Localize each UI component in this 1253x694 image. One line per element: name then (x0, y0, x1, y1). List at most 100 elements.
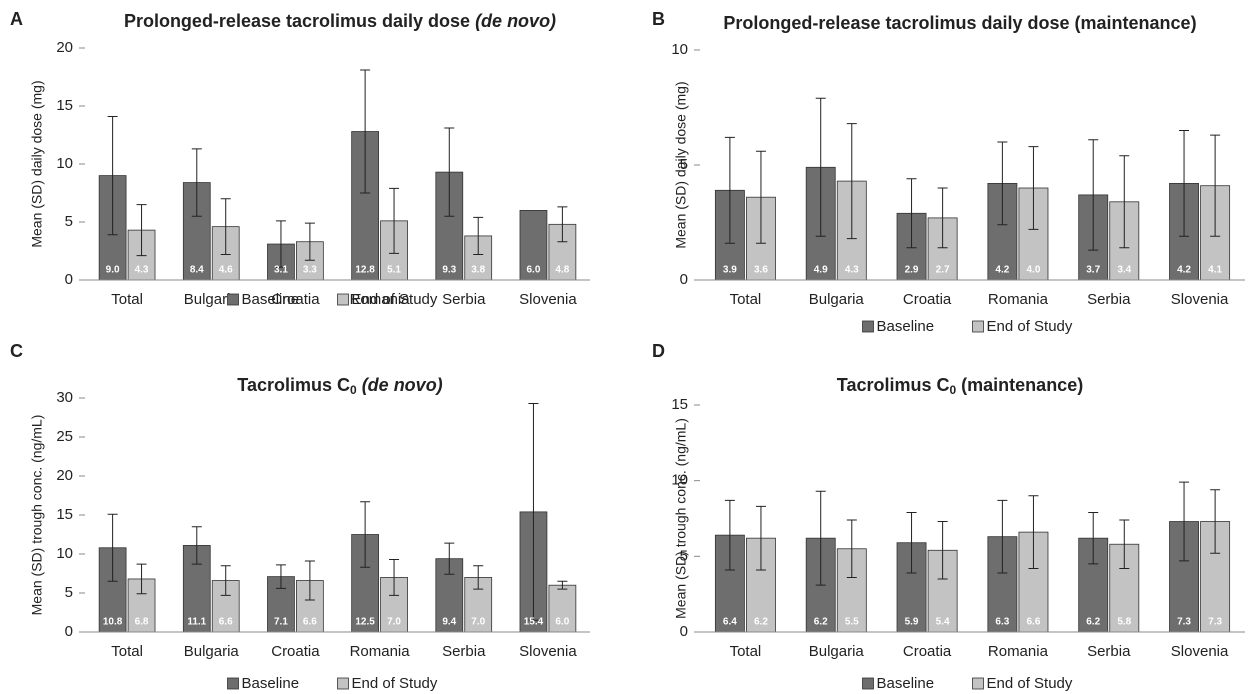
error-bar (815, 490, 826, 586)
error-bar (557, 206, 568, 243)
y-tick-label: 0 (680, 623, 688, 640)
x-tick-label: Croatia (903, 291, 952, 308)
error-bar (846, 123, 857, 240)
y-tick-label: 10 (56, 545, 73, 562)
legend-label: End of Study (987, 318, 1073, 335)
value-label: 6.4 (723, 617, 737, 628)
error-bar (755, 505, 766, 571)
error-bar (557, 580, 568, 590)
legend-swatch (337, 293, 349, 306)
panel: C Tacrolimus C0 (de novo) Mean (SD) trough… (10, 341, 590, 692)
error-bar (997, 141, 1008, 226)
panel: A Prolonged-release tacrolimus daily dose… (10, 9, 590, 308)
value-label: 8.4 (190, 265, 204, 276)
value-label: 4.9 (814, 265, 828, 276)
error-bar (1210, 134, 1221, 237)
legend-label: End of Study (352, 675, 438, 692)
error-bar (755, 150, 766, 244)
value-label: 4.8 (555, 265, 569, 276)
x-tick-label: Bulgaria (184, 643, 240, 660)
x-tick-label: Serbia (442, 291, 486, 308)
error-bar (473, 216, 484, 255)
y-axis-label: Mean (SD) trough conc. (ng/mL) (673, 418, 689, 619)
title-part: 0 (350, 383, 357, 397)
error-bar (389, 187, 400, 254)
x-tick-label: Serbia (1087, 643, 1131, 660)
y-tick-label: 5 (65, 584, 73, 601)
chart-title: Prolonged-release tacrolimus daily dose … (723, 13, 1196, 33)
value-label: 11.1 (187, 617, 206, 628)
error-bar (444, 127, 455, 217)
value-label: 6.0 (526, 265, 540, 276)
error-bar (220, 198, 231, 255)
y-axis-label: Mean (SD) trough conc. (ng/mL) (29, 415, 45, 616)
x-tick-label: Total (730, 291, 762, 308)
y-tick-label: 5 (680, 547, 688, 564)
error-bar (304, 560, 315, 601)
legend-swatch (862, 320, 874, 333)
value-label: 4.3 (845, 265, 859, 276)
panel-letter: C (10, 341, 23, 361)
error-bar (136, 563, 147, 595)
value-label: 7.0 (387, 617, 401, 628)
error-bar (1088, 511, 1099, 565)
value-label: 15.4 (524, 617, 544, 628)
panel-letter: B (652, 9, 665, 29)
y-tick-label: 0 (65, 623, 73, 640)
y-tick-label: 5 (65, 213, 73, 230)
y-tick-label: 25 (56, 428, 73, 445)
title-part: Prolonged-release tacrolimus daily dose (124, 11, 475, 31)
error-bar (473, 565, 484, 590)
title-part: Tacrolimus C (237, 375, 350, 395)
x-tick-label: Romania (988, 643, 1049, 660)
error-bar (815, 97, 826, 237)
x-tick-label: Croatia (271, 291, 320, 308)
y-axis-label: Mean (SD) daily dose (mg) (29, 80, 45, 247)
error-bar (275, 220, 286, 268)
legend-swatch (337, 677, 349, 690)
legend-label: End of Study (352, 291, 438, 308)
error-bar (997, 499, 1008, 574)
value-label: 3.7 (1086, 265, 1100, 276)
bar (548, 584, 577, 633)
value-label: 6.3 (995, 617, 1009, 628)
value-label: 12.5 (355, 617, 375, 628)
value-label: 4.0 (1026, 265, 1040, 276)
value-label: 2.7 (936, 265, 950, 276)
y-tick-label: 0 (680, 271, 688, 288)
error-bar (1179, 130, 1190, 237)
value-label: 6.0 (555, 617, 569, 628)
value-label: 4.6 (219, 265, 233, 276)
title-part: Tacrolimus C (837, 375, 950, 395)
value-label: 9.4 (442, 617, 456, 628)
error-bar (360, 69, 371, 194)
value-label: 3.9 (723, 265, 737, 276)
y-tick-label: 15 (56, 97, 73, 114)
value-label: 4.3 (135, 265, 149, 276)
legend-swatch (227, 293, 239, 306)
value-label: 5.5 (845, 617, 859, 628)
x-tick-label: Slovenia (519, 291, 577, 308)
value-label: 3.8 (471, 265, 485, 276)
chart-title: Tacrolimus C0 (de novo) (237, 375, 442, 397)
error-bar (1179, 481, 1190, 562)
y-tick-label: 30 (56, 389, 73, 406)
legend-swatch (972, 677, 984, 690)
panel: B Prolonged-release tacrolimus daily dose… (652, 9, 1245, 335)
legend-label: Baseline (242, 675, 300, 692)
value-label: 9.3 (442, 265, 456, 276)
error-bar (360, 501, 371, 568)
x-tick-label: Croatia (903, 643, 952, 660)
value-label: 2.9 (905, 265, 919, 276)
title-part: (de novo) (475, 11, 556, 31)
value-label: 5.8 (1117, 617, 1131, 628)
error-bar (1028, 146, 1039, 230)
error-bar (1119, 155, 1130, 249)
error-bar (1210, 489, 1221, 554)
legend-swatch (972, 320, 984, 333)
value-label: 4.1 (1208, 265, 1222, 276)
x-tick-label: Romania (988, 291, 1049, 308)
value-label: 6.8 (135, 617, 149, 628)
title-part: (maintenance) (956, 375, 1083, 395)
